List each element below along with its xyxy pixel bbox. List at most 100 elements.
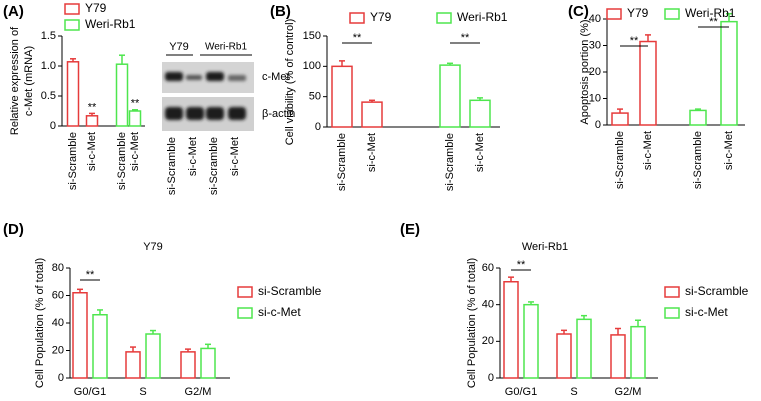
panel-label: (A) [3, 3, 24, 20]
x-tick-label: si-c-Met [642, 131, 654, 170]
bar [145, 333, 161, 379]
x-tick-label: si-c-Met [366, 133, 378, 172]
blot-group-label: Y79 [169, 41, 189, 53]
significance: ** [630, 35, 639, 47]
x-tick-label: si-c-Met [86, 132, 98, 171]
y-axis-label: Relative expression of [9, 26, 21, 135]
x-tick-label: si-Scramble [692, 131, 704, 189]
y-tick-label: 150 [303, 30, 321, 42]
blot-lane-label: si-Scramble [166, 137, 178, 195]
chart-title: Weri-Rb1 [522, 241, 568, 253]
western-blot: Y79 Weri-Rb1 c-Met β-actin [162, 41, 295, 131]
bar [556, 333, 572, 379]
bar [523, 303, 539, 379]
bar [361, 101, 383, 128]
legend-swatch [664, 307, 680, 319]
panel-label: (D) [3, 221, 24, 238]
legend-swatch [349, 12, 365, 24]
x-tick-label: G2/M [615, 386, 642, 398]
y-axis-label: Cell viability (% of control) [284, 19, 296, 146]
legend-label: si-c-Met [685, 305, 728, 319]
y-tick-label: 20 [52, 344, 64, 356]
y-tick-label: 1.5 [41, 30, 56, 42]
x-tick-label: si-Scramble [614, 131, 626, 189]
legend-swatch [606, 8, 622, 20]
y-tick-label: 0 [50, 120, 56, 132]
x-tick-label: S [570, 386, 577, 398]
x-tick-label: si-c-Met [129, 132, 141, 171]
bar [611, 112, 629, 126]
legend-label: Weri-Rb1 [85, 17, 136, 31]
y-tick-label: 0 [488, 372, 494, 384]
legend-swatch [664, 8, 680, 20]
x-tick-label: si-Scramble [444, 133, 456, 191]
bar [639, 40, 657, 126]
bar [439, 64, 461, 128]
x-tick-label: G0/G1 [505, 386, 537, 398]
blot-bands [165, 72, 246, 120]
panel-label: (B) [270, 3, 291, 20]
y-tick-label: 40 [482, 299, 494, 311]
legend-label: Weri-Rb1 [457, 10, 508, 24]
y-axis-label: Cell Population (% of total) [466, 258, 478, 388]
x-tick-label: G0/G1 [74, 386, 106, 398]
significance: ** [517, 259, 526, 271]
legend-label: Weri-Rb1 [685, 6, 736, 20]
y-axis-label: Cell Population (% of total) [34, 258, 46, 388]
bar [331, 65, 353, 128]
bar [469, 99, 491, 128]
y-tick-label: 80 [52, 262, 64, 274]
blot-lane-label: si-c-Met [229, 137, 241, 176]
y-tick-label: 20 [589, 66, 601, 78]
legend-swatch [436, 12, 452, 24]
significance: ** [353, 32, 362, 44]
y-tick-label: 20 [482, 335, 494, 347]
legend-label: Y79 [627, 6, 649, 20]
significance: ** [88, 101, 97, 113]
y-tick-label: 40 [52, 317, 64, 329]
y-tick-label: 60 [482, 262, 494, 274]
y-tick-label: 0 [58, 372, 64, 384]
legend-swatch [237, 307, 253, 319]
chart-title: Y79 [143, 241, 163, 253]
y-tick-label: 0 [595, 119, 601, 131]
bar [576, 318, 592, 379]
legend-swatch [237, 286, 253, 298]
bar [72, 292, 88, 379]
bar [689, 109, 707, 126]
y-tick-label: 10 [589, 92, 601, 104]
blot-lane-label: si-c-Met [187, 137, 199, 176]
y-tick-label: 0.5 [41, 90, 56, 102]
significance: ** [709, 16, 718, 28]
legend-label: Y79 [85, 1, 107, 15]
bar [115, 63, 129, 127]
y-tick-label: 100 [303, 60, 321, 72]
y-tick-label: 0 [315, 121, 321, 133]
significance: ** [86, 269, 95, 281]
panel-label: (C) [568, 3, 589, 20]
x-tick-label: si-Scramble [116, 132, 128, 190]
bar [128, 110, 142, 127]
x-tick-label: G2/M [185, 386, 212, 398]
bar [180, 351, 196, 379]
blot-band-label: β-actin [262, 108, 295, 120]
bar [200, 347, 216, 379]
y-tick-label: 30 [589, 39, 601, 51]
y-tick-label: 40 [589, 13, 601, 25]
legend-label: si-c-Met [258, 305, 301, 319]
legend-label: si-Scramble [258, 284, 322, 298]
bar [92, 314, 108, 379]
bar [125, 351, 141, 379]
x-tick-label: si-Scramble [336, 133, 348, 191]
legend-swatch [664, 286, 680, 298]
blot-group-label: Weri-Rb1 [205, 42, 247, 53]
bar [610, 334, 626, 379]
legend-label: si-Scramble [685, 284, 749, 298]
bar [720, 20, 738, 126]
legend-swatch [64, 19, 80, 31]
x-tick-label: si-Scramble [67, 132, 79, 190]
panel-label: (E) [400, 221, 420, 238]
bar [85, 115, 99, 127]
significance: ** [131, 98, 140, 110]
